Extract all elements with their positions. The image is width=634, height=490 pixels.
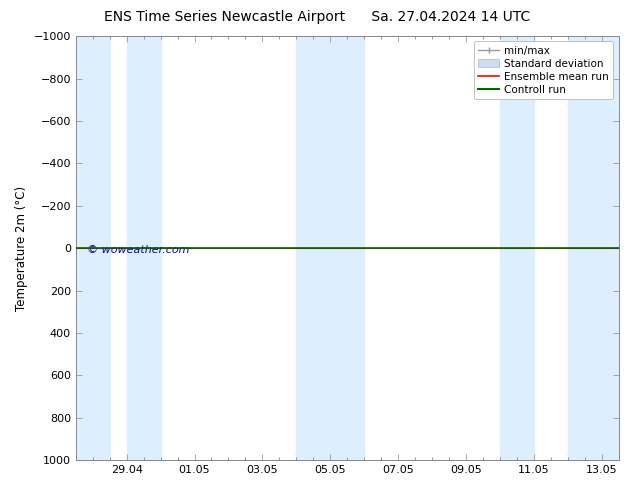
Bar bbox=[567, 36, 619, 460]
Bar bbox=[330, 36, 364, 460]
Y-axis label: Temperature 2m (°C): Temperature 2m (°C) bbox=[15, 186, 28, 311]
Legend: min/max, Standard deviation, Ensemble mean run, Controll run: min/max, Standard deviation, Ensemble me… bbox=[474, 41, 613, 99]
Bar bbox=[127, 36, 160, 460]
Bar bbox=[76, 36, 110, 460]
Bar bbox=[500, 36, 534, 460]
Bar bbox=[296, 36, 330, 460]
Text: ENS Time Series Newcastle Airport      Sa. 27.04.2024 14 UTC: ENS Time Series Newcastle Airport Sa. 27… bbox=[104, 10, 530, 24]
Text: © woweather.com: © woweather.com bbox=[87, 245, 189, 255]
